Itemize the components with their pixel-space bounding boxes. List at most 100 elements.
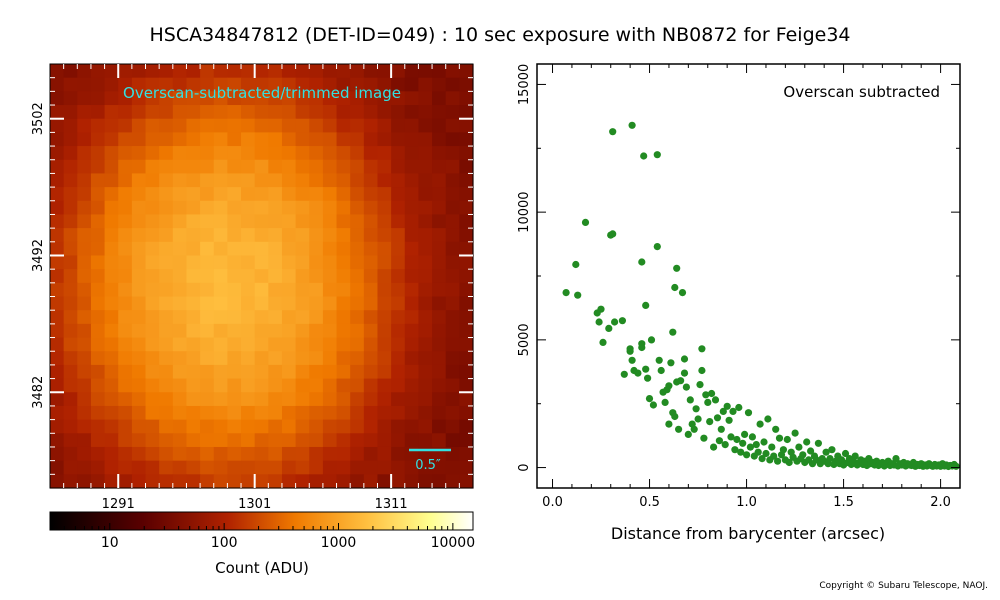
heatmap-cell bbox=[77, 310, 92, 325]
heatmap-cell bbox=[241, 118, 256, 133]
scatter-point bbox=[647, 336, 656, 344]
heatmap-cell bbox=[241, 460, 256, 475]
heatmap-cell bbox=[145, 460, 160, 475]
heatmap-cell bbox=[295, 173, 310, 188]
heatmap-cell bbox=[186, 146, 201, 161]
heatmap-cell bbox=[336, 91, 351, 106]
heatmap-cell bbox=[254, 255, 269, 270]
heatmap-cell bbox=[432, 474, 447, 489]
heatmap-cell bbox=[186, 173, 201, 188]
heatmap-cell bbox=[118, 378, 133, 393]
heatmap-cell bbox=[432, 91, 447, 106]
scatter-point bbox=[638, 258, 646, 266]
heatmap-cell bbox=[172, 91, 188, 106]
scatter-x-tick-label: 0.5 bbox=[639, 495, 660, 510]
heatmap-cell bbox=[63, 269, 78, 284]
image-y-tick-label: 3502 bbox=[31, 102, 46, 135]
heatmap-cell bbox=[90, 378, 106, 393]
heatmap-cell bbox=[145, 446, 160, 462]
heatmap-cell bbox=[281, 392, 297, 407]
scatter-point bbox=[661, 398, 669, 406]
heatmap-cell bbox=[104, 228, 119, 243]
heatmap-cell bbox=[200, 200, 215, 216]
scatter-point bbox=[814, 439, 823, 447]
heatmap-cell bbox=[322, 269, 338, 284]
heatmap-cell bbox=[90, 337, 106, 352]
scatter-point bbox=[704, 398, 712, 406]
heatmap-cell bbox=[459, 310, 474, 325]
heatmap-cell bbox=[445, 173, 460, 188]
heatmap-cell bbox=[404, 77, 420, 92]
heatmap-cell bbox=[309, 173, 324, 188]
heatmap-cell bbox=[377, 187, 392, 202]
heatmap-cell bbox=[404, 228, 420, 243]
heatmap-cell bbox=[104, 351, 119, 366]
heatmap-cell bbox=[322, 405, 338, 421]
heatmap-cell bbox=[445, 118, 460, 133]
heatmap-cell bbox=[295, 91, 310, 106]
heatmap-cell bbox=[172, 364, 188, 380]
heatmap-cell bbox=[432, 255, 447, 270]
heatmap-cell bbox=[336, 77, 351, 92]
heatmap-cell bbox=[418, 282, 433, 298]
heatmap-cell bbox=[268, 77, 283, 92]
heatmap-cell bbox=[445, 460, 460, 475]
scatter-point bbox=[764, 415, 772, 423]
heatmap-cell bbox=[322, 173, 338, 188]
scatter-point bbox=[828, 446, 836, 454]
heatmap-cell bbox=[295, 446, 310, 462]
heatmap-cell bbox=[391, 419, 406, 434]
heatmap-cell bbox=[418, 159, 433, 175]
heatmap-cell bbox=[254, 282, 269, 298]
heatmap-cell bbox=[281, 173, 297, 188]
heatmap-cell bbox=[281, 91, 297, 106]
heatmap-cell bbox=[432, 378, 447, 393]
heatmap-cell bbox=[90, 118, 106, 133]
heatmap-cell bbox=[186, 323, 201, 339]
heatmap-cell bbox=[131, 132, 147, 147]
heatmap-cell bbox=[309, 392, 324, 407]
heatmap-cell bbox=[186, 241, 201, 257]
heatmap-cell bbox=[432, 323, 447, 339]
heatmap-cell bbox=[459, 392, 474, 407]
heatmap-cell bbox=[336, 392, 351, 407]
heatmap-cell bbox=[418, 255, 433, 270]
heatmap-cell bbox=[254, 446, 269, 462]
heatmap-cell bbox=[241, 378, 256, 393]
heatmap-cell bbox=[309, 337, 324, 352]
heatmap-cell bbox=[322, 364, 338, 380]
scatter-annotation: Overscan subtracted bbox=[783, 83, 940, 101]
heatmap-cell bbox=[241, 364, 256, 380]
scatter-point bbox=[638, 340, 646, 348]
colorbar-tick-label: 10000 bbox=[431, 535, 476, 551]
heatmap-cell bbox=[77, 296, 92, 311]
heatmap-cell bbox=[268, 364, 283, 380]
heatmap-cell bbox=[336, 337, 351, 352]
heatmap-cell bbox=[377, 118, 392, 133]
heatmap-cell bbox=[459, 351, 474, 366]
heatmap-cell bbox=[363, 132, 379, 147]
heatmap-cell bbox=[350, 200, 365, 216]
heatmap-cell bbox=[159, 351, 174, 366]
heatmap-cell bbox=[445, 337, 460, 352]
heatmap-cell bbox=[377, 228, 392, 243]
heatmap-cell bbox=[227, 146, 242, 161]
heatmap-cell bbox=[459, 296, 474, 311]
heatmap-cell bbox=[445, 187, 460, 202]
heatmap-cell bbox=[77, 419, 92, 434]
heatmap-cell bbox=[77, 77, 92, 92]
heatmap-cell bbox=[363, 269, 379, 284]
heatmap-cell bbox=[77, 282, 92, 298]
heatmap-cell bbox=[77, 337, 92, 352]
heatmap-cell bbox=[445, 378, 460, 393]
heatmap-cell bbox=[131, 446, 147, 462]
heatmap-cell bbox=[159, 241, 174, 257]
heatmap-cell bbox=[50, 296, 65, 311]
heatmap-cell bbox=[63, 474, 78, 489]
heatmap-cell bbox=[159, 419, 174, 434]
heatmap-cell bbox=[131, 187, 147, 202]
heatmap-cell bbox=[254, 91, 269, 106]
heatmap-cell bbox=[309, 159, 324, 175]
heatmap-cell bbox=[281, 310, 297, 325]
heatmap-cell bbox=[213, 77, 228, 92]
